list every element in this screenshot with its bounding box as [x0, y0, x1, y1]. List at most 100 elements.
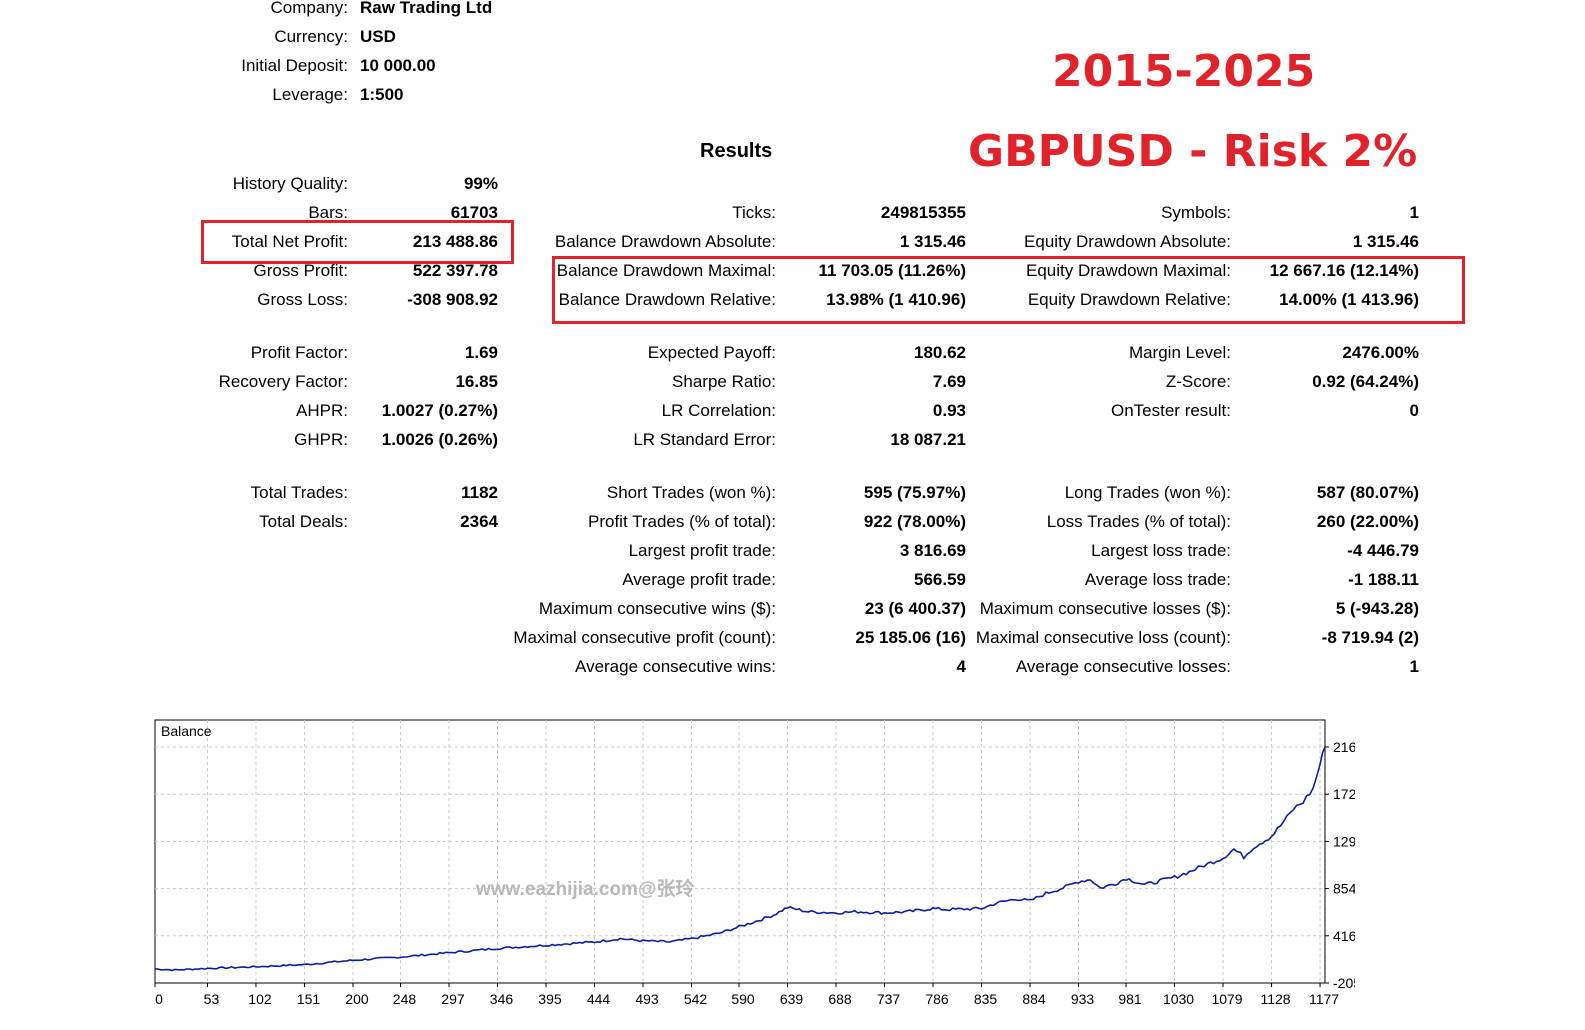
x-tick-label: 297: [441, 991, 465, 1005]
stat2-label: Ticks:: [732, 203, 776, 223]
stat3-value: 260 (22.00%): [1317, 512, 1419, 532]
stat2-value: 25 185.06 (16): [855, 628, 966, 648]
stat3-value: 5 (-943.28): [1336, 599, 1419, 619]
stat2-label: Expected Payoff:: [648, 343, 776, 363]
stat1-value: 2364: [460, 512, 498, 532]
account-label: Currency:: [274, 27, 348, 47]
stat2-value: 249815355: [881, 203, 966, 223]
stat2-label: Profit Trades (% of total):: [588, 512, 776, 532]
stat3-label: OnTester result:: [1111, 401, 1231, 421]
account-value: 1:500: [360, 85, 403, 105]
stat2-value: 3 816.69: [900, 541, 966, 561]
x-tick-label: 884: [1022, 991, 1046, 1005]
stat3-label: Average consecutive losses:: [1016, 657, 1231, 677]
watermark: www.eazhijia.com@张玲: [476, 874, 694, 901]
x-tick-label: 395: [538, 991, 562, 1005]
banner-pair-risk: GBPUSD - Risk 2%: [968, 126, 1417, 177]
banner-years: 2015-2025: [1052, 46, 1315, 97]
highlight-box-drawdown: [552, 256, 1465, 324]
stat1-label: Profit Factor:: [251, 343, 348, 363]
stat3-label: Symbols:: [1161, 203, 1231, 223]
stat2-label: Average consecutive wins:: [575, 657, 776, 677]
x-tick-label: 639: [780, 991, 804, 1005]
stat2-label: LR Correlation:: [662, 401, 776, 421]
stat2-value: 0.93: [933, 401, 966, 421]
results-heading: Results: [700, 140, 850, 163]
x-tick-label: 737: [877, 991, 901, 1005]
account-value: USD: [360, 27, 396, 47]
stat3-value: 0.92 (64.24%): [1312, 372, 1419, 392]
stat1-label: Gross Loss:: [257, 290, 348, 310]
highlight-box-net-profit: [201, 220, 514, 264]
x-tick-label: 493: [635, 991, 659, 1005]
y-tick-label: 41698: [1333, 928, 1355, 944]
stat2-label: Largest profit trade:: [629, 541, 776, 561]
account-value: Raw Trading Ltd: [360, 0, 492, 18]
stat2-value: 18 087.21: [890, 430, 966, 450]
x-tick-label: 248: [393, 991, 417, 1005]
stat1-label: GHPR:: [294, 430, 348, 450]
stat2-value: 180.62: [914, 343, 966, 363]
stat1-label: History Quality:: [233, 174, 348, 194]
stat1-value: -308 908.92: [407, 290, 498, 310]
stat3-value: 0: [1410, 401, 1419, 421]
x-tick-label: 688: [828, 991, 852, 1005]
y-tick-label: -2056: [1333, 975, 1355, 991]
x-tick-label: 102: [248, 991, 272, 1005]
y-tick-label: 172958: [1333, 786, 1355, 802]
stat2-value: 23 (6 400.37): [865, 599, 966, 619]
y-tick-label: 216712: [1333, 739, 1355, 755]
stat2-value: 566.59: [914, 570, 966, 590]
x-tick-label: 590: [731, 991, 755, 1005]
stat1-value: 1.0027 (0.27%): [382, 401, 498, 421]
x-tick-label: 1079: [1211, 991, 1242, 1005]
stat1-label: Total Deals:: [259, 512, 348, 532]
stat1-label: Total Trades:: [251, 483, 348, 503]
stat3-label: Loss Trades (% of total):: [1047, 512, 1231, 532]
stat3-label: Equity Drawdown Absolute:: [1024, 232, 1231, 252]
stat2-value: 922 (78.00%): [864, 512, 966, 532]
stat2-value: 7.69: [933, 372, 966, 392]
stat3-label: Margin Level:: [1129, 343, 1231, 363]
stat3-label: Largest loss trade:: [1091, 541, 1231, 561]
y-tick-label: 85451: [1333, 881, 1355, 897]
stat2-value: 595 (75.97%): [864, 483, 966, 503]
stat3-value: -8 719.94 (2): [1322, 628, 1419, 648]
stat2-label: LR Standard Error:: [633, 430, 776, 450]
x-tick-label: 1177: [1309, 991, 1339, 1005]
stat1-value: 1.69: [465, 343, 498, 363]
stat2-value: 4: [957, 657, 966, 677]
stat3-label: Maximal consecutive loss (count):: [976, 628, 1231, 648]
x-tick-label: 151: [297, 991, 321, 1005]
x-tick-label: 835: [974, 991, 998, 1005]
x-tick-label: 786: [925, 991, 949, 1005]
x-tick-label: 1128: [1260, 991, 1290, 1005]
x-tick-label: 542: [684, 991, 708, 1005]
stat3-value: -4 446.79: [1347, 541, 1419, 561]
account-label: Leverage:: [272, 85, 348, 105]
stat1-label: AHPR:: [296, 401, 348, 421]
stat2-label: Maximal consecutive profit (count):: [513, 628, 776, 648]
x-tick-label: 53: [204, 991, 220, 1005]
stat1-value: 16.85: [455, 372, 498, 392]
account-label: Company:: [271, 0, 348, 18]
chart-title: Balance: [161, 723, 212, 739]
stat2-label: Maximum consecutive wins ($):: [539, 599, 776, 619]
stat2-value: 1 315.46: [900, 232, 966, 252]
stat1-label: Recovery Factor:: [219, 372, 348, 392]
x-tick-label: 1030: [1163, 991, 1194, 1005]
stat1-value: 99%: [464, 174, 498, 194]
stat1-value: 1182: [461, 483, 498, 503]
stat2-label: Average profit trade:: [622, 570, 776, 590]
stat1-label: Gross Profit:: [254, 261, 348, 281]
stat3-label: Z-Score:: [1166, 372, 1231, 392]
stat3-value: 1: [1410, 203, 1419, 223]
stat2-label: Short Trades (won %):: [607, 483, 776, 503]
stat1-value: 1.0026 (0.26%): [382, 430, 498, 450]
stat2-label: Balance Drawdown Absolute:: [555, 232, 776, 252]
stat3-label: Maximum consecutive losses ($):: [980, 599, 1231, 619]
stat3-value: 1 315.46: [1353, 232, 1419, 252]
stat1-value: 522 397.78: [413, 261, 498, 281]
stat3-value: 587 (80.07%): [1317, 483, 1419, 503]
balance-chart: 0 53 102 151 200 248 297 346 395 444 493 542 590 639 6…: [150, 715, 1355, 1005]
